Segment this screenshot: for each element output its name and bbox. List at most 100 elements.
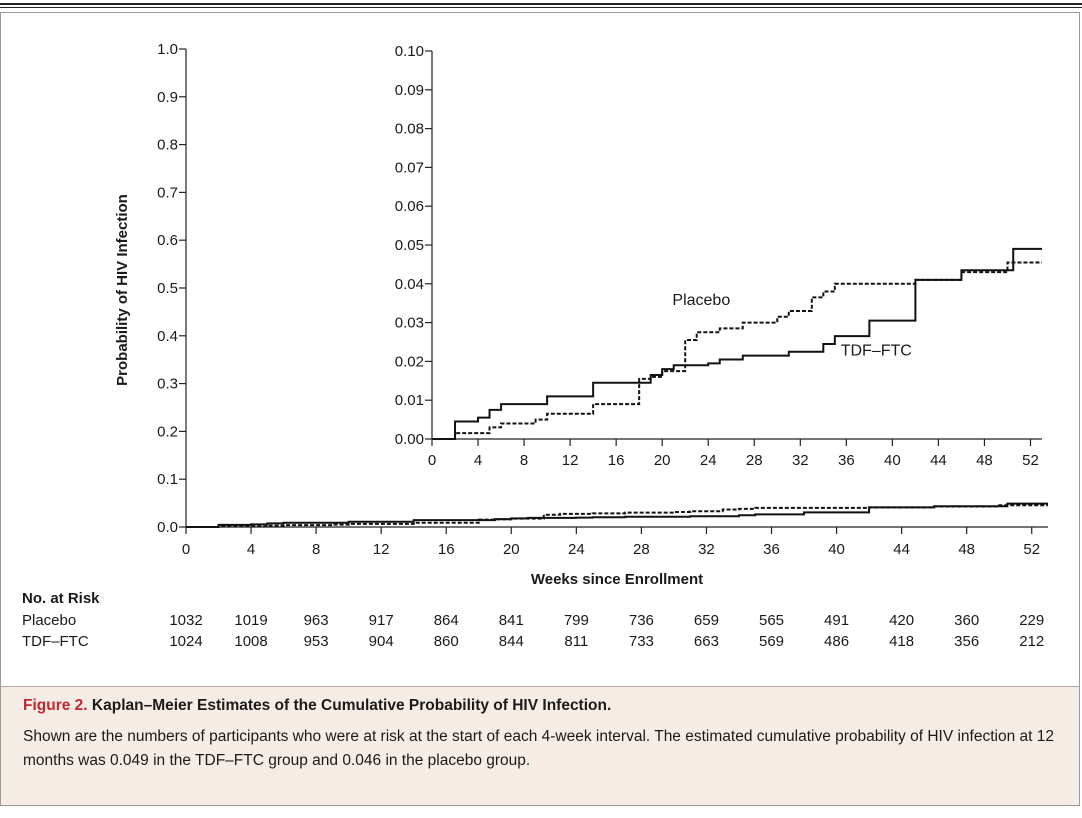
risk-cell: 569 — [758, 633, 785, 650]
inset-x-tick-label: 12 — [562, 452, 579, 469]
main-x-tick-label: 12 — [373, 541, 390, 558]
risk-cell: 420 — [889, 612, 915, 629]
inset-x-tick-label: 4 — [474, 452, 482, 469]
top-rule-thin — [0, 7, 1082, 8]
placebo-series-label: Placebo — [672, 292, 730, 309]
risk-cell: 663 — [693, 633, 719, 650]
main-y-tick-label: 0.3 — [157, 376, 178, 393]
risk-cell: 1008 — [234, 633, 268, 650]
figure-caption: Figure 2. Kaplan–Meier Estimates of the … — [1, 686, 1079, 805]
risk-cell: 565 — [758, 612, 785, 629]
inset-x-tick-label: 32 — [792, 452, 809, 469]
inset-x-tick-label: 40 — [884, 452, 901, 469]
main-y-tick-label: 0.7 — [157, 184, 178, 201]
risk-cell: 486 — [824, 633, 850, 650]
inset-y-tick-label: 0.03 — [395, 315, 424, 332]
inset-x-tick-label: 24 — [700, 452, 717, 469]
inset-y-tick-label: 0.09 — [395, 82, 424, 99]
main-x-tick-label: 36 — [763, 541, 780, 558]
main-y-tick-label: 0.4 — [157, 328, 178, 345]
main-x-tick-label: 52 — [1023, 541, 1040, 558]
risk-cell: 360 — [954, 612, 980, 629]
risk-cell: 799 — [563, 612, 589, 629]
inset-y-tick-label: 0.06 — [395, 198, 424, 215]
caption-body: Shown are the numbers of participants wh… — [23, 728, 1054, 769]
inset-y-tick-label: 0.04 — [395, 276, 424, 293]
inset-x-tick-label: 20 — [654, 452, 671, 469]
caption-title: Figure 2. Kaplan–Meier Estimates of the … — [23, 697, 611, 715]
tdf-ftc-series-label: TDF–FTC — [841, 343, 912, 360]
inset-x-tick-label: 52 — [1022, 452, 1039, 469]
main-y-tick-label: 1.0 — [157, 41, 178, 58]
caption-heading: Kaplan–Meier Estimates of the Cumulative… — [91, 697, 612, 714]
main-x-tick-label: 4 — [247, 541, 255, 558]
main-y-tick-label: 0.5 — [157, 280, 178, 297]
risk-cell: 963 — [303, 612, 329, 629]
main-x-tick-label: 8 — [312, 541, 320, 558]
inset-background — [362, 37, 1054, 473]
main-y-tick-label: 0.9 — [157, 89, 178, 106]
inset-x-tick-label: 48 — [976, 452, 993, 469]
risk-cell: 659 — [693, 612, 719, 629]
main-x-tick-label: 44 — [893, 541, 910, 558]
inset-plot: 0.00 0.01 0.02 0.03 0.04 0.05 0.06 0.07 0.08 0.09… — [362, 37, 1054, 473]
inset-x-tick-label: 36 — [838, 452, 855, 469]
risk-row-label: Placebo — [22, 612, 77, 629]
inset-x-tick-label: 0 — [428, 452, 436, 469]
inset-series-placebo — [432, 261, 1042, 440]
inset-y-tick-label: 0.02 — [395, 353, 424, 370]
main-x-axis-title: Weeks since Enrollment — [531, 571, 703, 588]
inset-x-tick-label: 16 — [608, 452, 625, 469]
inset-y-tick-label: 0.10 — [395, 43, 424, 60]
risk-table-title: No. at Risk — [22, 590, 100, 607]
top-rule — [0, 3, 1082, 5]
main-y-tick-label: 0.2 — [157, 423, 178, 440]
risk-cell: 904 — [368, 633, 394, 650]
main-x-tick-label: 40 — [828, 541, 845, 558]
risk-cell: 864 — [433, 612, 459, 629]
risk-cell: 229 — [1019, 612, 1045, 629]
main-x-tick-label: 16 — [438, 541, 455, 558]
inset-series-tdf-ftc — [432, 247, 1042, 440]
km-chart: 0.00.10.20.30.40.50.60.70.80.91.00 4 8 12 16… — [114, 37, 1054, 588]
risk-cell: 811 — [564, 633, 589, 650]
risk-cell: 418 — [889, 633, 915, 650]
main-x-tick-label: 24 — [568, 541, 585, 558]
main-x-tick-label: 20 — [503, 541, 520, 558]
risk-table: No. at Risk Placebo 1032 1019 963 917 864 841 7… — [0, 590, 1080, 670]
risk-cell: 841 — [498, 612, 524, 629]
risk-row-label: TDF–FTC — [22, 633, 89, 650]
figure-frame — [0, 12, 1080, 806]
risk-cell: 860 — [433, 633, 459, 650]
main-y-tick-label: 0.8 — [157, 137, 178, 154]
main-y-tick-label: 0.0 — [157, 519, 178, 536]
risk-cell: 212 — [1019, 633, 1045, 650]
inset-y-tick-label: 0.07 — [395, 159, 424, 176]
risk-cell: 356 — [954, 633, 980, 650]
main-x-tick-label: 28 — [633, 541, 650, 558]
main-plot: 0.00.10.20.30.40.50.60.70.80.91.00 4 8 12 16… — [114, 41, 1048, 588]
inset-y-tick-label: 0.05 — [395, 237, 424, 254]
inset-x-tick-label: 28 — [746, 452, 763, 469]
risk-cell: 1032 — [169, 612, 203, 629]
risk-cell: 917 — [368, 612, 394, 629]
main-y-tick-label: 0.6 — [157, 232, 178, 249]
main-y-axis-title: Probability of HIV Infection — [114, 194, 131, 386]
main-series-placebo — [186, 504, 1048, 528]
risk-cell: 1019 — [234, 612, 268, 629]
risk-cell: 736 — [628, 612, 654, 629]
risk-cell: 953 — [303, 633, 329, 650]
risk-cell: 733 — [628, 633, 654, 650]
main-y-tick-label: 0.1 — [157, 471, 178, 488]
main-x-tick-label: 48 — [958, 541, 975, 558]
inset-x-tick-label: 8 — [520, 452, 528, 469]
inset-y-tick-label: 0.08 — [395, 121, 424, 138]
figure-number: Figure 2. — [23, 697, 88, 714]
inset-y-tick-label: 0.00 — [395, 431, 424, 448]
risk-cell: 491 — [824, 612, 850, 629]
main-x-tick-label: 0 — [182, 541, 190, 558]
inset-x-tick-label: 44 — [930, 452, 947, 469]
main-series-tdf-ftc — [186, 502, 1048, 528]
inset-y-tick-label: 0.01 — [395, 392, 424, 409]
risk-cell: 844 — [498, 633, 524, 650]
